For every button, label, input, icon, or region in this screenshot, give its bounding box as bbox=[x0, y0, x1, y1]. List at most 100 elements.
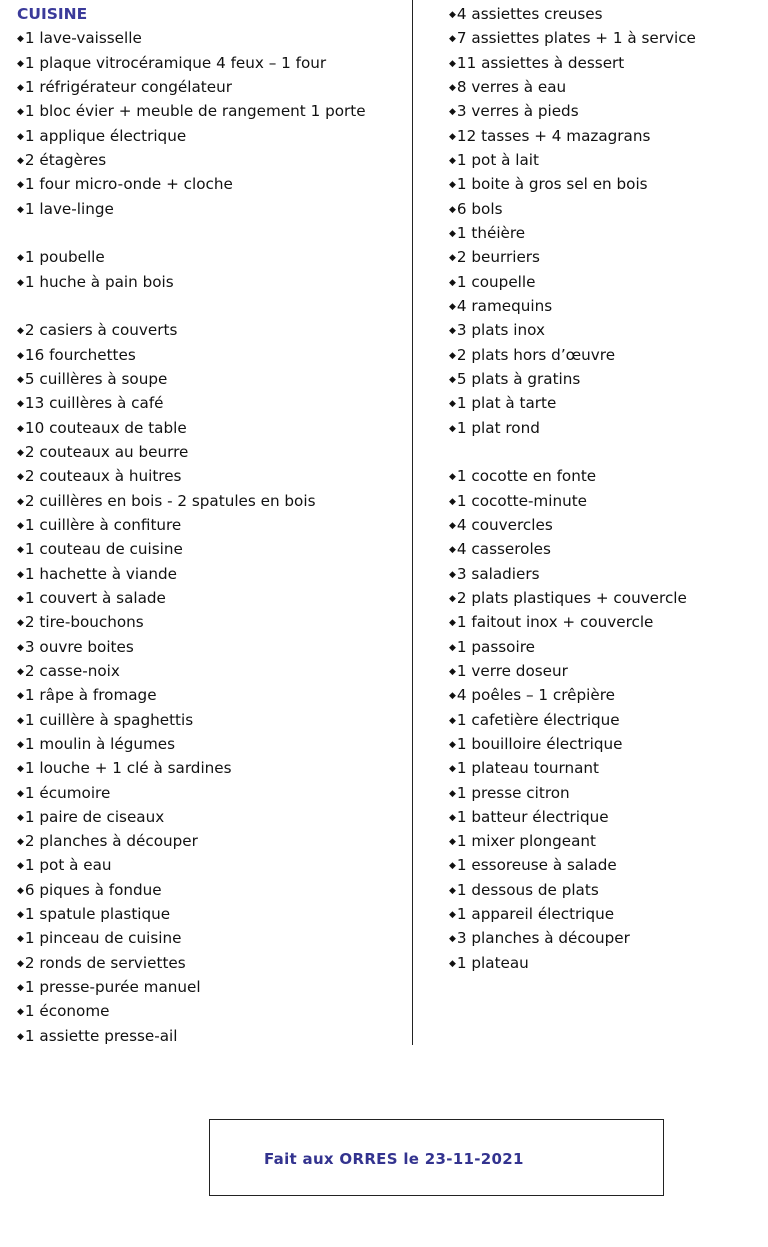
list-item: ◆1 essoreuse à salade bbox=[449, 853, 759, 877]
diamond-bullet-icon: ◆ bbox=[449, 399, 456, 410]
item-text: 1 pinceau de cuisine bbox=[24, 929, 182, 948]
diamond-bullet-icon: ◆ bbox=[449, 569, 456, 580]
diamond-bullet-icon: ◆ bbox=[17, 253, 24, 264]
diamond-bullet-icon: ◆ bbox=[17, 34, 24, 45]
diamond-bullet-icon: ◆ bbox=[449, 107, 456, 118]
diamond-bullet-icon: ◆ bbox=[449, 642, 456, 653]
list-item: ◆2 étagères bbox=[17, 148, 407, 172]
list-item: ◆1 spatule plastique bbox=[17, 902, 407, 926]
item-text: 1 pot à eau bbox=[24, 856, 112, 875]
diamond-bullet-icon: ◆ bbox=[449, 472, 456, 483]
list-item: ◆4 casseroles bbox=[449, 537, 759, 561]
list-item: ◆4 couvercles bbox=[449, 513, 759, 537]
item-text: 10 couteaux de table bbox=[24, 418, 187, 437]
item-text: 1 plat rond bbox=[456, 418, 540, 437]
list-item: ◆2 casse-noix bbox=[17, 659, 407, 683]
list-item: ◆3 saladiers bbox=[449, 562, 759, 586]
list-item: ◆1 assiette presse-ail bbox=[17, 1024, 407, 1048]
diamond-bullet-icon: ◆ bbox=[449, 618, 456, 629]
diamond-bullet-icon: ◆ bbox=[17, 350, 24, 361]
list-item: ◆2 ronds de serviettes bbox=[17, 951, 407, 975]
list-item: ◆5 plats à gratins bbox=[449, 367, 759, 391]
item-text: 4 poêles – 1 crêpière bbox=[456, 686, 615, 705]
list-item: ◆1 pot à eau bbox=[17, 853, 407, 877]
item-text: 1 lave-vaisselle bbox=[24, 29, 142, 48]
item-text: 2 couteaux au beurre bbox=[24, 442, 189, 461]
list-item: ◆3 planches à découper bbox=[449, 926, 759, 950]
item-text: 2 beurriers bbox=[456, 248, 540, 267]
item-text: 8 verres à eau bbox=[456, 77, 567, 96]
list-item: ◆4 poêles – 1 crêpière bbox=[449, 683, 759, 707]
item-text: 1 pot à lait bbox=[456, 150, 539, 169]
item-text: 2 plats hors d’œuvre bbox=[456, 345, 616, 364]
item-text: 1 bloc évier + meuble de rangement 1 por… bbox=[24, 102, 366, 121]
list-item: ◆3 plats inox bbox=[449, 318, 759, 342]
list-item: ◆4 ramequins bbox=[449, 294, 759, 318]
list-item: ◆12 tasses + 4 mazagrans bbox=[449, 124, 759, 148]
diamond-bullet-icon: ◆ bbox=[449, 350, 456, 361]
item-text: 1 presse citron bbox=[456, 783, 570, 802]
list-item: ◆1 râpe à fromage bbox=[17, 683, 407, 707]
diamond-bullet-icon: ◆ bbox=[17, 642, 24, 653]
diamond-bullet-icon: ◆ bbox=[449, 715, 456, 726]
list-item: ◆1 moulin à légumes bbox=[17, 732, 407, 756]
list-item: ◆2 couteaux au beurre bbox=[17, 440, 407, 464]
item-text: 1 appareil électrique bbox=[456, 905, 615, 924]
item-text: 1 assiette presse-ail bbox=[24, 1026, 178, 1045]
item-text: 1 théière bbox=[456, 223, 526, 242]
diamond-bullet-icon: ◆ bbox=[17, 764, 24, 775]
diamond-bullet-icon: ◆ bbox=[17, 788, 24, 799]
diamond-bullet-icon: ◆ bbox=[17, 520, 24, 531]
item-text: 1 applique électrique bbox=[24, 126, 187, 145]
list-item: ◆1 cafetière électrique bbox=[449, 708, 759, 732]
item-text: 2 planches à découper bbox=[24, 832, 198, 851]
list-item: ◆1 faitout inox + couvercle bbox=[449, 610, 759, 634]
diamond-bullet-icon: ◆ bbox=[449, 155, 456, 166]
diamond-bullet-icon: ◆ bbox=[449, 58, 456, 69]
diamond-bullet-icon: ◆ bbox=[17, 204, 24, 215]
item-text: 2 tire-bouchons bbox=[24, 613, 144, 632]
list-item: ◆1 bouilloire électrique bbox=[449, 732, 759, 756]
diamond-bullet-icon: ◆ bbox=[449, 812, 456, 823]
diamond-bullet-icon: ◆ bbox=[17, 739, 24, 750]
diamond-bullet-icon: ◆ bbox=[449, 326, 456, 337]
item-text: 1 hachette à viande bbox=[24, 564, 178, 583]
blank-line bbox=[17, 221, 407, 245]
diamond-bullet-icon: ◆ bbox=[449, 277, 456, 288]
diamond-bullet-icon: ◆ bbox=[17, 374, 24, 385]
list-item: ◆1 théière bbox=[449, 221, 759, 245]
list-item: ◆1 passoire bbox=[449, 635, 759, 659]
list-item: ◆1 appareil électrique bbox=[449, 902, 759, 926]
item-text: 4 couvercles bbox=[456, 515, 553, 534]
diamond-bullet-icon: ◆ bbox=[17, 934, 24, 945]
diamond-bullet-icon: ◆ bbox=[17, 812, 24, 823]
item-text: 1 réfrigérateur congélateur bbox=[24, 77, 232, 96]
list-item: ◆1 cuillère à spaghettis bbox=[17, 708, 407, 732]
item-text: 1 cuillère à spaghettis bbox=[24, 710, 194, 729]
diamond-bullet-icon: ◆ bbox=[17, 885, 24, 896]
diamond-bullet-icon: ◆ bbox=[449, 861, 456, 872]
list-item: ◆1 presse-purée manuel bbox=[17, 975, 407, 999]
diamond-bullet-icon: ◆ bbox=[449, 253, 456, 264]
item-text: 1 couteau de cuisine bbox=[24, 540, 183, 559]
list-item: ◆1 réfrigérateur congélateur bbox=[17, 75, 407, 99]
diamond-bullet-icon: ◆ bbox=[449, 131, 456, 142]
item-text: 2 casse-noix bbox=[24, 661, 120, 680]
list-item: ◆10 couteaux de table bbox=[17, 416, 407, 440]
list-item: ◆1 plat rond bbox=[449, 416, 759, 440]
list-item: ◆2 tire-bouchons bbox=[17, 610, 407, 634]
list-item: ◆1 lave-linge bbox=[17, 197, 407, 221]
item-text: 1 cafetière électrique bbox=[456, 710, 620, 729]
item-text: 1 écumoire bbox=[24, 783, 111, 802]
signature-line: Fait aux ORRES le 23-11-2021 bbox=[264, 1150, 524, 1168]
left-column: CUISINE ◆1 lave-vaisselle ◆1 plaque vitro… bbox=[17, 2, 407, 1048]
item-text: 1 couvert à salade bbox=[24, 588, 166, 607]
list-item: ◆2 beurriers bbox=[449, 245, 759, 269]
diamond-bullet-icon: ◆ bbox=[449, 228, 456, 239]
item-text: 1 essoreuse à salade bbox=[456, 856, 617, 875]
diamond-bullet-icon: ◆ bbox=[17, 861, 24, 872]
item-text: 2 cuillères en bois - 2 spatules en bois bbox=[24, 491, 316, 510]
list-item: ◆1 louche + 1 clé à sardines bbox=[17, 756, 407, 780]
item-text: 6 piques à fondue bbox=[24, 880, 162, 899]
diamond-bullet-icon: ◆ bbox=[17, 958, 24, 969]
